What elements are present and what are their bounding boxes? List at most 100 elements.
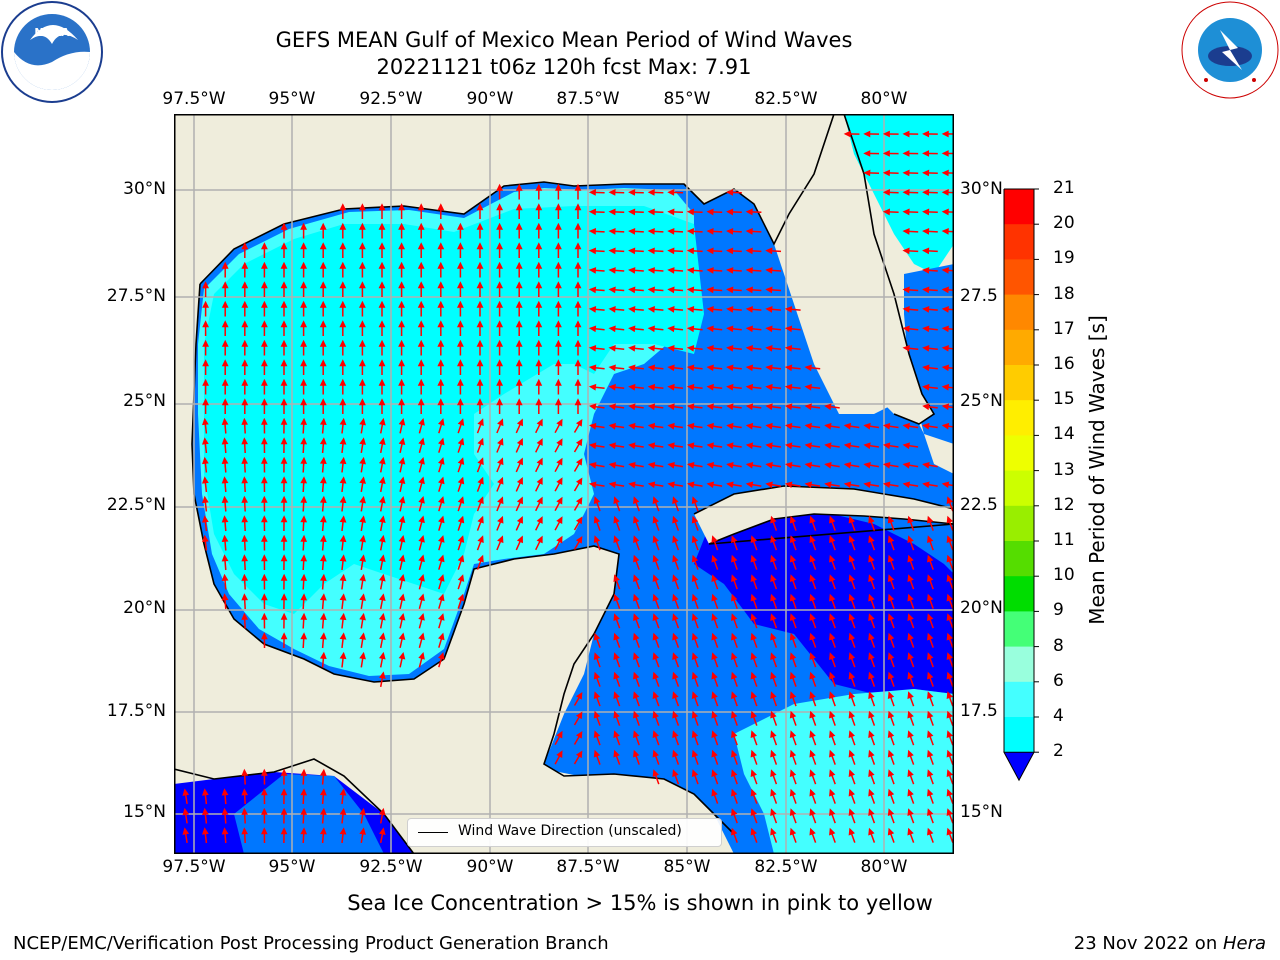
wave-direction-arrowhead: [731, 632, 738, 641]
wave-direction-arrowhead: [378, 651, 386, 660]
wave-direction-arrowhead: [535, 320, 543, 328]
wave-direction-arrowhead: [588, 208, 597, 216]
wave-direction-arrowhead: [829, 808, 836, 817]
wave-direction-arrowhead: [868, 691, 875, 700]
wave-direction-arrowhead: [378, 827, 386, 835]
wave-direction-arrowhead: [515, 203, 523, 211]
wave-direction-arrowhead: [765, 481, 773, 488]
wave-direction-arrowhead: [339, 476, 347, 484]
wave-direction-arrowhead: [804, 442, 812, 450]
wave-direction-arrowhead: [907, 593, 914, 602]
wave-direction-arrowhead: [260, 398, 268, 406]
wave-direction-arrowhead: [456, 359, 464, 367]
wave-direction-arrowhead: [686, 383, 695, 391]
wave-direction-arrowhead: [358, 242, 366, 250]
colorbar-segment: [1004, 435, 1034, 472]
wave-direction-arrowhead: [359, 612, 366, 621]
wave-direction-arrowhead: [882, 461, 891, 469]
chart-subtitle: 20221121 t06z 120h fcst Max: 7.91: [376, 55, 752, 79]
wave-direction-arrowhead: [588, 228, 597, 235]
wave-direction-arrowhead: [809, 827, 816, 836]
wave-direction-arrowhead: [785, 422, 793, 430]
wave-direction-arrowhead: [575, 419, 583, 427]
wave-direction-arrowhead: [339, 417, 347, 426]
wave-direction-arrowhead: [667, 305, 675, 313]
wave-direction-arrowhead: [241, 261, 249, 269]
wave-direction-arrowhead: [848, 515, 855, 524]
wave-direction-arrowhead: [809, 554, 816, 563]
wave-direction-arrowhead: [922, 130, 930, 138]
wave-direction-arrowhead: [731, 769, 738, 778]
wave-direction-arrowhead: [535, 398, 543, 406]
wave-direction-arrowhead: [280, 593, 288, 601]
wave-direction-arrowhead: [319, 359, 327, 367]
wave-direction-arrowhead: [398, 242, 406, 250]
wave-direction-arrowhead: [280, 437, 288, 445]
lat-tick-right: 20°N: [960, 598, 1003, 618]
wave-direction-arrowhead: [398, 398, 406, 406]
wave-direction-arrowhead: [672, 554, 679, 563]
wave-direction-arrowhead: [556, 477, 563, 486]
wave-direction-arrowhead: [887, 749, 895, 758]
wave-direction-arrowhead: [593, 515, 601, 524]
wave-direction-arrowhead: [824, 442, 832, 450]
wave-direction-arrowhead: [378, 437, 386, 445]
wave-direction-arrowhead: [726, 208, 734, 216]
wave-direction-arrowhead: [745, 208, 753, 216]
wave-direction-arrowhead: [613, 535, 620, 544]
lat-tick-right: 25°N: [960, 391, 1003, 411]
wave-direction-arrowhead: [652, 769, 659, 778]
wave-direction-arrowhead: [608, 442, 616, 450]
wave-direction-arrowhead: [726, 325, 734, 333]
colorbar-tick-label: 2: [1053, 741, 1064, 762]
wave-direction-arrowhead: [437, 203, 445, 211]
wave-direction-arrowhead: [633, 515, 640, 524]
wave-direction-arrowhead: [628, 286, 636, 294]
wave-direction-arrowhead: [260, 339, 268, 347]
wave-direction-arrowhead: [789, 652, 797, 661]
wave-direction-arrowhead: [280, 827, 288, 835]
machine-name: Hera: [1222, 933, 1266, 954]
wave-direction-arrowhead: [691, 632, 699, 641]
wave-direction-arrowhead: [280, 632, 288, 640]
wave-direction-arrowhead: [241, 456, 249, 464]
wave-direction-arrowhead: [535, 203, 543, 211]
wave-direction-arrowhead: [765, 344, 773, 352]
wave-direction-arrowhead: [574, 359, 582, 367]
wave-direction-arrowhead: [477, 554, 484, 563]
wave-direction-arrowhead: [863, 481, 871, 488]
wave-direction-arrowhead: [359, 827, 366, 835]
wave-direction-arrowhead: [496, 300, 504, 308]
wave-direction-arrowhead: [672, 671, 679, 680]
wave-direction-arrowhead: [280, 417, 288, 425]
wave-direction-arrowhead: [829, 593, 836, 602]
lat-tick-left: 20°N: [123, 598, 166, 618]
wave-direction-arrowhead: [770, 554, 777, 563]
wave-direction-arrowhead: [241, 398, 249, 406]
wave-direction-arrowhead: [706, 267, 714, 274]
chart-title: GEFS MEAN Gulf of Mexico Mean Period of …: [275, 28, 853, 52]
wave-direction-arrowhead: [784, 461, 793, 469]
wave-direction-arrowhead: [339, 281, 347, 289]
wave-direction-arrowhead: [260, 300, 268, 308]
wave-direction-arrowhead: [437, 300, 445, 308]
wave-direction-arrowhead: [789, 769, 797, 778]
wave-direction-arrowhead: [260, 378, 268, 386]
wave-direction-arrowhead: [731, 827, 738, 836]
wave-direction-arrowhead: [829, 769, 836, 778]
wave-direction-arrowhead: [672, 515, 679, 524]
wave-direction-arrowhead: [358, 378, 366, 386]
wave-direction-arrowhead: [726, 267, 734, 274]
wave-direction-arrowhead: [902, 228, 910, 235]
wave-direction-arrowhead: [300, 242, 308, 250]
wave-direction-arrowhead: [672, 496, 679, 505]
wave-direction-arrowhead: [686, 247, 695, 255]
lon-tick-bottom: 97.5°W: [162, 857, 226, 877]
wave-direction-arrowhead: [848, 691, 855, 700]
wave-direction-arrowhead: [221, 554, 229, 562]
wave-direction-arrowhead: [691, 574, 699, 583]
wave-direction-arrowhead: [887, 827, 895, 836]
wave-direction-arrowhead: [922, 150, 930, 157]
wave-direction-arrowhead: [574, 300, 582, 308]
wave-direction-arrowhead: [882, 481, 891, 488]
